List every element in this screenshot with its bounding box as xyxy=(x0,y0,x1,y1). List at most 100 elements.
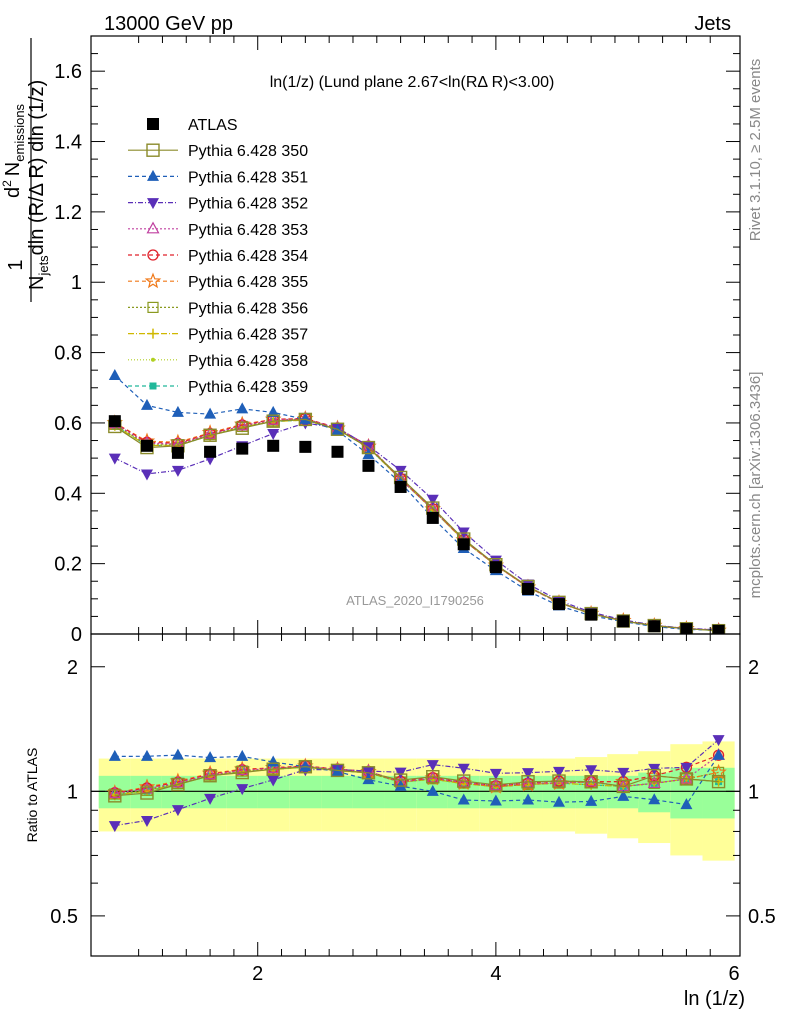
x-tick-label: 2 xyxy=(252,963,263,985)
ylabel-nem: N xyxy=(2,162,24,176)
ratio-point-pythia-6-428-352 xyxy=(617,767,630,779)
ratio-point-pythia-6-428-353 xyxy=(584,774,598,787)
data-point-pythia-6-428-352 xyxy=(140,469,153,481)
atlas-data-point xyxy=(394,480,407,493)
ratio-point-pythia-6-428-352 xyxy=(267,775,280,787)
atlas-data-point xyxy=(108,415,121,428)
legend-marker xyxy=(149,382,157,390)
ratio-point-pythia-6-428-355 xyxy=(138,778,156,795)
y-tick-label: 1.2 xyxy=(54,202,82,224)
chart-title: ln(1/z) (Lund plane 2.67<ln(RΔ R)<3.00) xyxy=(270,74,555,91)
y-tick-label: 1.4 xyxy=(54,132,82,154)
data-point-pythia-6-428-353 xyxy=(235,418,249,431)
data-point-pythia-6-428-350 xyxy=(298,412,313,427)
atlas-data-point xyxy=(585,608,598,621)
ylabel-numerator: 1 xyxy=(5,259,27,270)
ylabel-d2: d xyxy=(2,187,24,198)
ratio-y-tick-label-right: 1 xyxy=(748,781,759,803)
data-point-pythia-6-428-351 xyxy=(140,398,153,410)
legend-marker xyxy=(147,198,159,210)
ratio-point-pythia-6-428-353 xyxy=(108,786,122,799)
data-point-pythia-6-428-351 xyxy=(236,402,249,414)
ratio-point-pythia-6-428-352 xyxy=(489,768,502,780)
ratio-point-pythia-6-428-352 xyxy=(108,821,121,833)
main-series xyxy=(106,368,727,634)
ratio-point-pythia-6-428-352 xyxy=(680,762,693,774)
svg-text:d2Nemissions: d2 Nemissions xyxy=(0,103,27,198)
ylabel-d2-sup: 2 xyxy=(0,180,14,187)
legend-label: Pythia 6.428 355 xyxy=(188,274,308,291)
ratio-plot-frame xyxy=(90,633,741,957)
data-point-pythia-6-428-352 xyxy=(108,453,121,465)
data-point-pythia-6-428-351 xyxy=(108,368,121,380)
ratio-point-pythia-6-428-352 xyxy=(457,763,470,775)
ratio-point-pythia-6-428-351 xyxy=(522,793,535,805)
axis-ticks: 2 4 6 0 0.2 0.4 0.6 0.8 1 1.2 1.4 1.6 0.5 0.5 1 1 2 2 xyxy=(50,35,776,985)
data-point-pythia-6-428-351 xyxy=(171,405,184,417)
y-tick-label: 0.6 xyxy=(54,413,82,435)
legend-marker xyxy=(144,272,162,289)
ratio-point-pythia-6-428-350 xyxy=(266,762,280,776)
mcplots-note: mcplots.cern.ch [arXiv:1306.3436] xyxy=(747,372,764,599)
series-line-pythia-6-428-353 xyxy=(114,418,719,631)
ratio-point-pythia-6-428-351 xyxy=(712,748,725,760)
data-point-pythia-6-428-352 xyxy=(362,441,375,453)
atlas-data-point xyxy=(522,582,535,595)
legend-label: ATLAS xyxy=(188,117,238,134)
stat-uncertainty-band xyxy=(289,775,322,809)
x-tick-label: 4 xyxy=(490,963,501,985)
ratio-point-pythia-6-428-351 xyxy=(299,760,312,772)
ratio-y-axis-label: Ratio to ATLAS xyxy=(24,748,40,843)
legend-label: Pythia 6.428 351 xyxy=(188,169,308,186)
ratio-y-tick-label-right: 2 xyxy=(748,657,759,679)
ratio-point-pythia-6-428-353 xyxy=(679,771,693,784)
ratio-point-pythia-6-428-351 xyxy=(171,748,184,760)
data-point-pythia-6-428-351 xyxy=(204,407,217,419)
atlas-data-point xyxy=(362,459,375,472)
legend-marker xyxy=(147,249,159,261)
y-tick-label: 1.6 xyxy=(54,61,82,83)
ratio-point-pythia-6-428-352 xyxy=(140,815,153,827)
ratio-point-pythia-6-428-351 xyxy=(489,794,502,806)
data-point-pythia-6-428-350 xyxy=(235,421,249,435)
ratio-point-pythia-6-428-353 xyxy=(266,761,280,773)
ratio-y-tick-label: 2 xyxy=(67,657,78,679)
legend-marker xyxy=(146,143,160,157)
ratio-point-pythia-6-428-352 xyxy=(585,765,598,777)
ratio-point-pythia-6-428-350 xyxy=(235,765,249,780)
ratio-y-tick-label-right: 0.5 xyxy=(748,906,776,928)
ratio-point-pythia-6-428-352 xyxy=(712,735,725,747)
legend-label: Pythia 6.428 359 xyxy=(188,379,308,396)
ratio-point-pythia-6-428-356 xyxy=(712,766,725,778)
data-point-pythia-6-428-351 xyxy=(267,405,280,417)
ratio-point-pythia-6-428-352 xyxy=(171,805,184,817)
ratio-point-pythia-6-428-350 xyxy=(521,775,535,789)
atlas-data-point xyxy=(426,511,439,524)
series-line-pythia-6-428-352 xyxy=(114,422,719,631)
data-point-pythia-6-428-353 xyxy=(203,426,217,439)
ratio-point-pythia-6-428-350 xyxy=(616,779,630,794)
y-tick-label: 0.8 xyxy=(54,343,82,365)
atlas-data-point xyxy=(648,620,661,633)
ratio-y-tick-label: 0.5 xyxy=(50,906,78,928)
atlas-data-point xyxy=(140,439,153,452)
data-point-pythia-6-428-350 xyxy=(266,414,280,428)
ratio-point-pythia-6-428-350 xyxy=(679,772,694,786)
ratio-point-pythia-6-428-351 xyxy=(680,798,693,810)
ratio-y-tick-label: 1 xyxy=(67,781,78,803)
header-right: Jets xyxy=(694,13,731,35)
legend-marker xyxy=(146,221,160,234)
ratio-point-pythia-6-428-351 xyxy=(648,793,661,805)
ratio-point-pythia-6-428-353 xyxy=(235,763,249,776)
data-point-pythia-6-428-351 xyxy=(299,412,312,424)
legend-marker xyxy=(148,328,158,339)
legend-label: Pythia 6.428 354 xyxy=(188,248,308,265)
ratio-point-pythia-6-428-350 xyxy=(330,763,345,778)
ratio-point-pythia-6-428-352 xyxy=(362,766,375,778)
ratio-point-pythia-6-428-350 xyxy=(711,774,726,789)
data-point-pythia-6-428-350 xyxy=(330,422,345,436)
atlas-data-point xyxy=(236,442,249,455)
ratio-line-pythia-6-428-352 xyxy=(114,739,719,827)
legend-marker xyxy=(147,169,159,181)
